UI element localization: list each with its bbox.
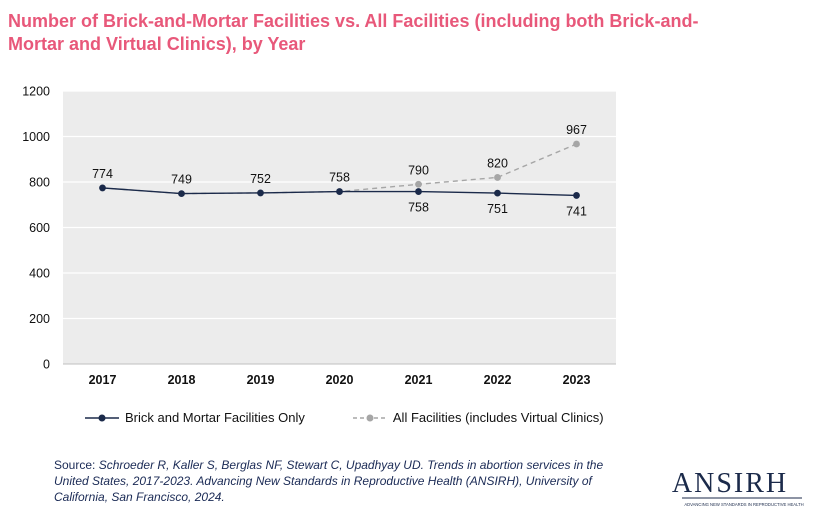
y-tick-label: 600 [29,221,50,235]
logo-tagline: ADVANCING NEW STANDARDS IN REPRODUCTIVE … [684,502,803,507]
point-all [573,140,580,148]
data-label-all: 758 [329,171,350,185]
data-label-all: 967 [566,123,587,137]
source-prefix: Source: [54,458,99,472]
y-tick-label: 1000 [22,130,50,144]
legend: Brick and Mortar Facilities Only All Fac… [85,410,604,425]
gridlines [63,90,616,365]
logo-wordmark: ANSIRH [672,468,788,499]
x-axis: 2017 2018 2019 2020 2021 2022 2023 [89,373,591,387]
data-label-brick: 758 [408,201,429,215]
legend-swatch-all [352,414,387,421]
chart-title: Number of Brick-and-Mortar Facilities vs… [8,11,699,54]
data-label-all: 820 [487,156,508,170]
y-axis: 0 200 400 600 800 1000 1200 [22,85,50,372]
x-tick-label: 2022 [484,373,512,387]
legend-item-all: All Facilities (includes Virtual Clinics… [352,410,604,425]
x-tick-label: 2023 [563,373,591,387]
ansirh-logo: ANSIRH ADVANCING NEW STANDARDS IN REPROD… [672,468,804,507]
y-tick-label: 1200 [22,85,50,99]
x-tick-label: 2017 [89,373,117,387]
data-label-all: 790 [408,163,429,177]
point-all [494,174,501,181]
point-brick [415,188,422,195]
data-label-all: 752 [250,172,271,186]
data-label-all: 774 [92,167,113,181]
y-tick-label: 200 [29,312,50,326]
point-brick [494,189,501,197]
y-tick-label: 0 [43,358,50,372]
data-label-brick: 751 [487,202,508,216]
source-text: Schroeder R, Kaller S, Berglas NF, Stewa… [54,458,604,504]
data-label-brick: 741 [566,204,587,218]
point-all [415,180,422,188]
data-label-all: 749 [171,173,192,187]
legend-swatch-brick [85,414,119,421]
legend-item-brick: Brick and Mortar Facilities Only [85,410,305,425]
series-points [99,140,580,199]
x-tick-label: 2019 [247,373,275,387]
legend-label-all: All Facilities (includes Virtual Clinics… [392,410,604,425]
point-brick [99,184,106,192]
data-labels: 758 751 741 774 749 752 758 790 820 967 [92,123,587,218]
x-tick-label: 2021 [405,373,433,387]
y-tick-label: 800 [29,176,50,190]
legend-label-brick: Brick and Mortar Facilities Only [125,410,305,425]
point-brick [336,188,343,195]
x-tick-label: 2020 [326,373,354,387]
point-brick [178,190,185,198]
point-brick [257,189,264,197]
source-citation: Source: Schroeder R, Kaller S, Berglas N… [54,457,614,505]
point-brick [573,192,580,199]
y-tick-label: 400 [29,267,50,281]
x-tick-label: 2018 [168,373,196,387]
